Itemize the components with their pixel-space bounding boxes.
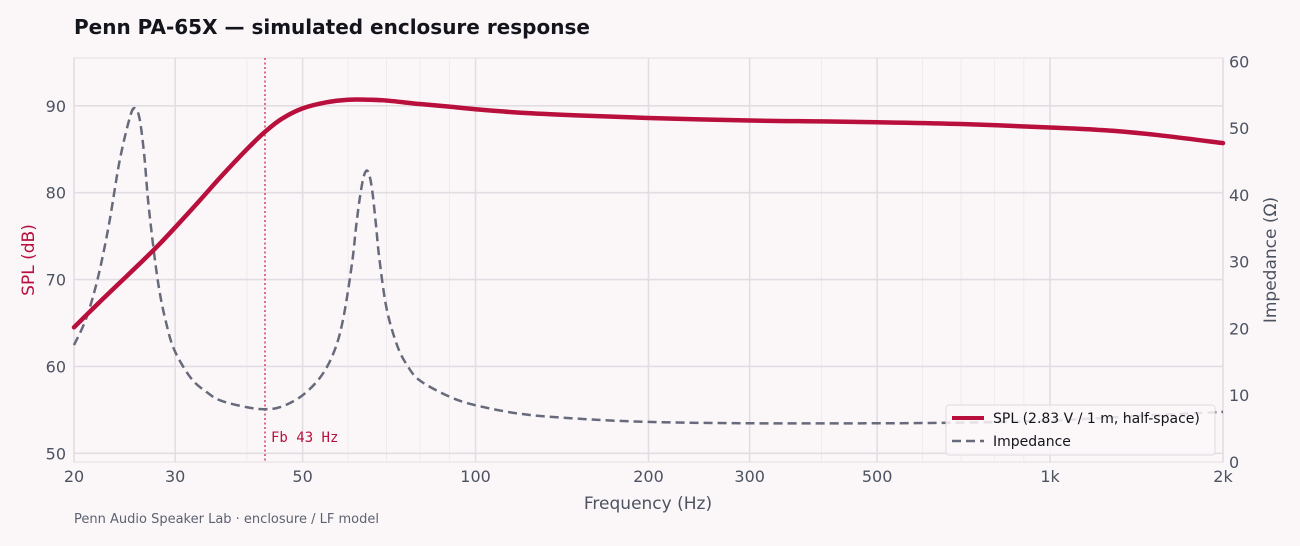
legend-spl-label: SPL (2.83 V / 1 m, half-space) (993, 411, 1200, 427)
x-tick-label: 20 (64, 467, 84, 486)
x-axis-label: Frequency (Hz) (584, 494, 712, 514)
y2-tick-label: 0 (1229, 453, 1239, 472)
y-tick-label: 70 (46, 271, 66, 290)
legend-box (945, 404, 1216, 456)
fb-marker-label: Fb 43 Hz (271, 430, 338, 446)
series-group (71, 97, 1226, 425)
x-tick-label: 30 (165, 467, 185, 486)
y2-tick-label: 60 (1229, 52, 1249, 71)
y2-tick-label: 50 (1229, 119, 1249, 138)
y2-tick-label: 40 (1229, 186, 1249, 205)
y-tick-label: 80 (46, 184, 66, 203)
y-tick-label: 50 (46, 444, 66, 463)
x-tick-label: 50 (292, 467, 312, 486)
x-tick-label: 300 (734, 467, 765, 486)
spl-line (71, 97, 1226, 330)
y-axis-label: SPL (dB) (19, 224, 39, 296)
y-tick-label: 90 (46, 97, 66, 116)
fb-annotation: Fb 43 Hz (264, 58, 338, 462)
x-tick-label: 200 (633, 467, 664, 486)
legend: SPL (2.83 V / 1 m, half-space) Impedance (945, 404, 1216, 456)
y2-tick-label: 20 (1229, 319, 1249, 338)
legend-impedance-label: Impedance (993, 434, 1071, 450)
y2-tick-label: 10 (1229, 386, 1249, 405)
x-tick-label: 500 (862, 467, 893, 486)
y2-axis-label: Impedance (Ω) (1261, 197, 1281, 323)
ticks-group: 20 30 50 100 200 300 500 1k 2k 50 60 70 80 90 0 10 20 30 4… (46, 52, 1250, 486)
impedance-line (72, 106, 1224, 425)
chart-title: Penn PA-65X — simulated enclosure respon… (74, 15, 590, 39)
x-tick-label: 1k (1040, 467, 1060, 486)
chart-footer: Penn Audio Speaker Lab · enclosure / LF … (74, 512, 379, 527)
y-tick-label: 60 (46, 357, 66, 376)
x-tick-label: 100 (460, 467, 491, 486)
x-tick-label: 2k (1213, 467, 1233, 486)
y2-tick-label: 30 (1229, 253, 1249, 272)
